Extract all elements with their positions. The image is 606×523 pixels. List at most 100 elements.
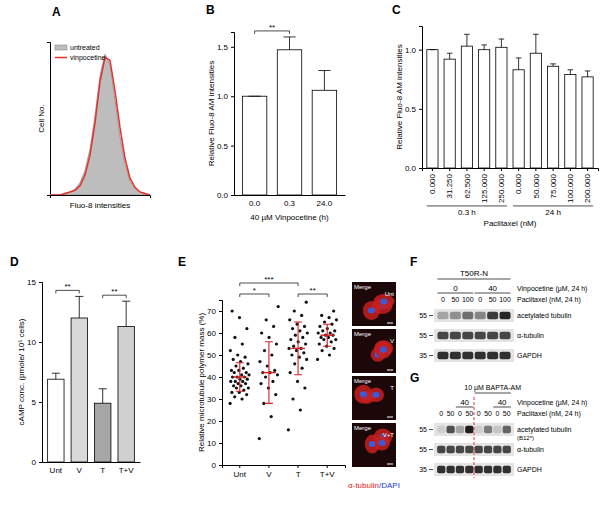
point [265,318,268,321]
axis-line [231,33,235,196]
point [330,340,333,343]
tick-mark [484,168,485,171]
lane-label: 50 [484,410,492,417]
tick-label: 100.000 [566,173,575,202]
band [450,312,461,319]
band-label: α-tubulin [517,446,544,453]
axis-line [47,43,51,196]
band [465,446,473,453]
micrograph-ground [352,329,396,373]
tick-label: Unt [50,466,63,475]
point [322,338,325,341]
point [333,329,336,332]
tick-label: 250.000 [497,173,506,202]
tick-mark [231,96,234,97]
panel: 0.00.51.01.50.00.324.0**40 µM Vinpocetin… [207,23,346,222]
tick: V [266,465,272,479]
tick-label: V [266,470,272,479]
group-line [427,205,507,206]
band [437,332,448,339]
panel: 010203040506070UntVTT+V******Relative mi… [197,275,400,490]
panel-label: C [392,3,401,17]
area [50,54,150,195]
tick-label: 50 [207,351,216,360]
tick-mark [219,399,222,400]
tick-label: 1.0 [217,92,229,101]
band [500,312,511,319]
group-line [475,293,511,294]
tick-label: 15 [27,278,36,287]
tick-mark [298,465,299,468]
y-axis-title: Relative Fluo-8 AM intensities [207,61,216,166]
point [245,327,248,330]
y-axis [47,43,51,196]
tick-label: T [296,470,301,479]
bar [242,96,266,195]
marks [50,54,150,195]
tick-mark [219,333,222,334]
point [300,367,303,370]
point [241,380,244,383]
point [306,331,309,334]
micrograph-ground [352,423,396,467]
tick: 125.000 [480,168,489,203]
y-axis-title: cAMP conc. (pmole/ 10⁵ cells) [17,318,26,425]
tick-mark [570,168,571,171]
mw-label: 35 [419,352,427,359]
tick-label: 30 [207,395,216,404]
tick-mark [449,168,450,171]
band [487,312,498,319]
axis-line [51,196,151,199]
point [258,437,261,440]
tick-label: 31.250 [445,173,454,198]
tick-label: 125.000 [480,173,489,202]
band [475,352,486,359]
band [450,352,461,359]
caption: α-tubulin/DAPI [348,481,400,490]
nucleus [373,392,380,398]
point [240,373,243,376]
lane-label: 100 [462,296,474,303]
tick-label: T+V [320,470,336,479]
nucleus [380,299,387,305]
significance-label: *** [264,275,273,284]
band [500,352,511,359]
tick: 10 [207,439,222,448]
tick-mark [219,465,222,466]
point [264,375,267,378]
point [299,408,302,411]
tick-label: 0.0 [405,164,417,173]
point [275,342,278,345]
band [446,466,454,473]
point [233,371,236,374]
band [475,312,486,319]
x-axis-title: Paclitaxel (nM) [484,219,537,228]
tick: 60 [207,329,222,338]
point [316,358,319,361]
sd-bar [265,342,273,404]
band [484,466,492,473]
tick: 1.5 [217,43,234,52]
tick-label: 70 [207,307,216,316]
micrograph: MergeV [352,329,396,373]
x-axis-title: Fluo-8 intensities [70,201,130,210]
band [437,446,445,453]
point [245,371,248,374]
point [302,351,305,354]
point [233,336,236,339]
tick: 10 [27,338,42,347]
micrograph-tag: V+T [383,432,395,438]
x-axis [51,196,151,199]
mw-dash [429,449,433,450]
point [232,384,235,387]
panel: 0.00.51.00.00031.25062.500125.000250.000… [395,27,599,228]
micrograph-label: Merge [354,284,372,290]
band [493,426,501,433]
tick-mark [39,402,42,403]
tick: 1.0 [217,92,234,101]
y-axis: 010203040506070 [207,301,222,471]
x-axis: 0.00.324.0 [235,195,346,208]
band-note: (B12*) [517,435,534,441]
micrograph-ground [352,282,396,326]
error-bar [99,389,107,403]
